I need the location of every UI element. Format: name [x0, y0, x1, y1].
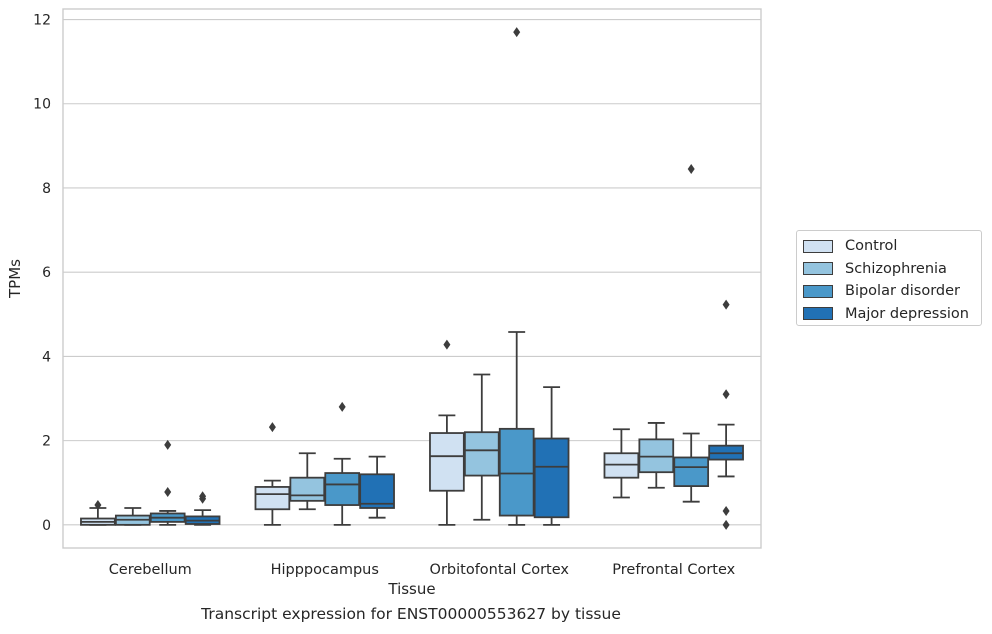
box-hipppocampus-bipolar-disorder-outlier-0	[338, 401, 346, 412]
box-orbitofontal-cortex-schizophrenia-iqr	[463, 431, 500, 477]
box-prefrontal-cortex-bipolar-disorder-outlier-0	[687, 164, 695, 175]
legend-label-schizophrenia: Schizophrenia	[845, 260, 947, 277]
box-orbitofontal-cortex-control-iqr	[429, 432, 465, 492]
box-orbitofontal-cortex-bipolar-disorder-outlier-0	[513, 27, 521, 38]
legend-item-control: Control	[803, 235, 981, 258]
y-tick-label-10: 10	[33, 97, 51, 113]
box-prefrontal-cortex-major-depression-outlier-2	[722, 389, 730, 400]
box-prefrontal-cortex-bipolar-disorder-iqr	[673, 456, 710, 487]
x-tick-label-cerebellum: Cerebellum	[109, 562, 192, 578]
y-tick-label-8: 8	[42, 181, 51, 197]
box-orbitofontal-cortex-major-depression-iqr	[533, 437, 570, 519]
box-orbitofontal-cortex-control-outlier-0	[443, 339, 451, 350]
y-tick-label-12: 12	[33, 13, 51, 29]
legend: Control Schizophrenia Bipolar disorder M…	[796, 230, 982, 326]
legend-swatch-bipolar-disorder	[803, 284, 833, 298]
y-axis-label: TPMs	[6, 259, 24, 299]
legend-item-schizophrenia: Schizophrenia	[803, 258, 981, 281]
box-hipppocampus-schizophrenia-iqr	[289, 476, 326, 502]
y-tick-label-0: 0	[42, 518, 51, 534]
x-axis-label: Tissue	[387, 580, 435, 598]
box-cerebellum-bipolar-disorder-outlier-0	[164, 486, 172, 497]
legend-label-major-depression: Major depression	[845, 305, 969, 322]
box-cerebellum-bipolar-disorder-outlier-1	[164, 439, 172, 450]
box-orbitofontal-cortex-bipolar-disorder-iqr	[498, 427, 535, 517]
box-hipppocampus-control-outlier-0	[268, 422, 276, 433]
box-prefrontal-cortex-major-depression-outlier-1	[722, 505, 730, 516]
box-prefrontal-cortex-major-depression-outlier-3	[722, 299, 730, 310]
legend-item-major-depression: Major depression	[803, 303, 981, 326]
legend-swatch-schizophrenia	[803, 262, 833, 276]
x-tick-label-prefrontal-cortex: Prefrontal Cortex	[612, 562, 735, 578]
box-hipppocampus-control-iqr	[254, 486, 291, 511]
box-cerebellum-major-depression-outlier-1	[199, 491, 207, 502]
y-tick-label-6: 6	[42, 265, 51, 281]
legend-item-bipolar-disorder: Bipolar disorder	[803, 280, 981, 303]
y-tick-label-4: 4	[42, 349, 51, 365]
box-cerebellum-control-outlier-0	[94, 500, 102, 511]
y-tick-label-2: 2	[42, 434, 51, 450]
legend-swatch-control	[803, 239, 833, 253]
box-hipppocampus-bipolar-disorder-iqr	[324, 472, 361, 506]
box-prefrontal-cortex-major-depression-outlier-0	[722, 519, 730, 530]
legend-swatch-major-depression	[803, 307, 833, 321]
chart-caption: Transcript expression for ENST0000055362…	[201, 605, 621, 623]
x-tick-label-hipppocampus: Hipppocampus	[271, 562, 379, 578]
legend-label-bipolar-disorder: Bipolar disorder	[845, 283, 960, 300]
legend-label-control: Control	[845, 238, 898, 255]
plot-frame	[62, 8, 762, 549]
box-hipppocampus-major-depression-iqr	[359, 473, 395, 509]
x-tick-label-orbitofontal-cortex: Orbitofontal Cortex	[430, 562, 570, 578]
